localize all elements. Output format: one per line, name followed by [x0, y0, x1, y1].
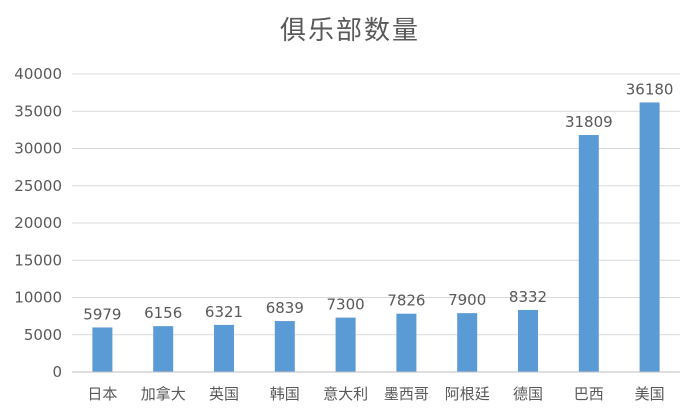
bar: [457, 313, 478, 372]
chart-title: 俱乐部数量: [279, 16, 420, 46]
bar: [396, 313, 417, 372]
bar: [335, 317, 356, 372]
bar: [92, 327, 113, 372]
bars: [92, 102, 660, 373]
y-tick-label: 20000: [14, 214, 62, 232]
bar: [578, 135, 599, 372]
data-label: 7826: [387, 292, 425, 310]
x-tick-label: 意大利: [323, 385, 368, 403]
y-tick-label: 0: [52, 363, 62, 381]
x-tick-label: 加拿大: [141, 385, 186, 403]
x-tick-label: 德国: [513, 385, 543, 403]
bar: [639, 102, 660, 373]
data-label: 7900: [448, 291, 486, 309]
bar: [274, 321, 295, 372]
x-tick-label: 日本: [87, 385, 117, 403]
y-tick-label: 30000: [14, 140, 62, 158]
data-label: 6839: [266, 299, 304, 317]
data-label: 8332: [509, 288, 547, 306]
y-tick-label: 40000: [14, 65, 62, 83]
bar: [153, 326, 174, 372]
data-label: 7300: [327, 296, 365, 314]
y-tick-label: 35000: [14, 102, 62, 120]
y-tick-label: 15000: [14, 251, 62, 269]
y-tick-label: 25000: [14, 177, 62, 195]
data-label: 5979: [83, 305, 121, 323]
y-tick-label: 5000: [24, 326, 62, 344]
x-tick-label: 阿根廷: [445, 385, 490, 403]
x-tick-label: 美国: [635, 385, 665, 403]
x-tick-label: 墨西哥: [384, 385, 429, 403]
data-labels: 5979 6156 6321 6839 7300 7826 7900 8332 31809 361…: [83, 80, 673, 323]
x-tick-label: 英国: [209, 385, 239, 403]
data-label: 36180: [626, 80, 674, 98]
x-tick-label: 巴西: [574, 385, 604, 403]
x-tick-label: 韩国: [270, 385, 300, 403]
bar: [214, 324, 234, 372]
data-label: 31809: [565, 113, 613, 131]
y-axis: 0 5000 10000 15000 20000 25000 30000 35000 40000: [14, 65, 62, 381]
gridlines: [72, 73, 680, 336]
data-label: 6156: [144, 304, 182, 322]
bar: [518, 309, 538, 372]
y-tick-label: 10000: [14, 289, 62, 307]
data-label: 6321: [205, 303, 243, 321]
x-axis: 日本 加拿大 英国 韩国 意大利 墨西哥 阿根廷 德国 巴西 美国: [72, 371, 680, 403]
